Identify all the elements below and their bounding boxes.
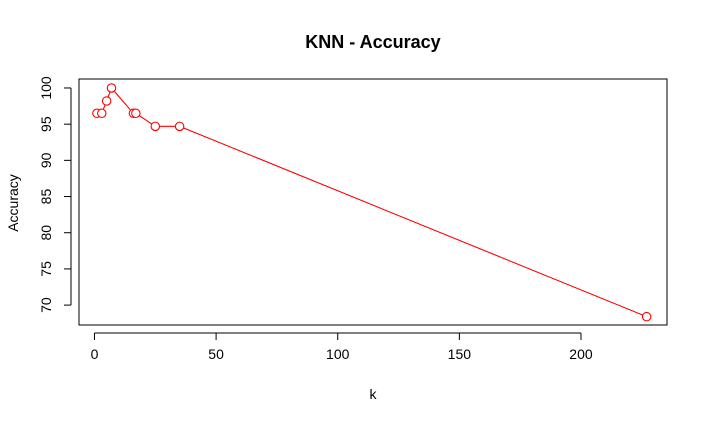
y-axis: 70 75 80 85 90 95 100: [38, 76, 72, 313]
data-point: [150, 121, 161, 132]
data-point: [97, 108, 107, 119]
y-axis-title: Accuracy: [5, 174, 21, 232]
x-axis: 0 50 100 150 200: [91, 332, 593, 362]
series-layer: [92, 83, 652, 322]
y-tick-label: 95: [38, 116, 54, 132]
x-tick-label: 0: [91, 346, 99, 362]
y-tick-label: 85: [38, 189, 54, 205]
x-tick-label: 50: [208, 346, 224, 362]
x-tick-label: 150: [448, 346, 472, 362]
y-tick-label: 75: [38, 261, 54, 277]
y-tick-label: 70: [38, 297, 54, 313]
x-tick-label: 200: [569, 346, 593, 362]
x-axis-title: k: [370, 386, 378, 402]
y-tick-label: 100: [38, 76, 54, 100]
plot-area-frame: [78, 78, 668, 326]
x-tick-label: 100: [326, 346, 350, 362]
data-point: [101, 96, 112, 106]
data-point: [131, 108, 141, 119]
chart-title: KNN - Accuracy: [305, 32, 440, 52]
data-point: [106, 83, 117, 93]
y-tick-label: 90: [38, 152, 54, 168]
data-point: [641, 311, 652, 322]
data-point: [174, 121, 185, 132]
y-tick-label: 80: [38, 225, 54, 241]
